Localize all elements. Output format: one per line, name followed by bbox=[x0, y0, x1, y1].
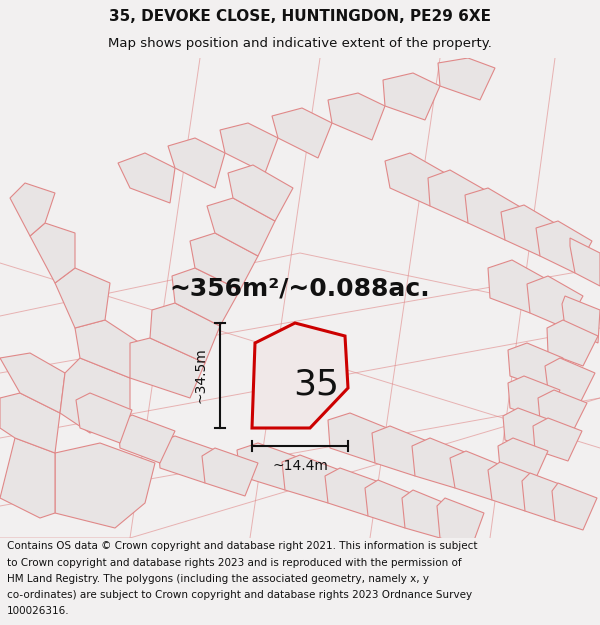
Polygon shape bbox=[158, 436, 218, 483]
Polygon shape bbox=[383, 73, 440, 120]
Polygon shape bbox=[237, 443, 300, 490]
Polygon shape bbox=[172, 268, 240, 326]
Polygon shape bbox=[570, 238, 600, 286]
Polygon shape bbox=[365, 480, 418, 528]
Polygon shape bbox=[385, 153, 445, 206]
Text: Contains OS data © Crown copyright and database right 2021. This information is : Contains OS data © Crown copyright and d… bbox=[7, 541, 478, 551]
Polygon shape bbox=[118, 415, 175, 463]
Polygon shape bbox=[488, 462, 542, 511]
Polygon shape bbox=[328, 93, 385, 140]
Polygon shape bbox=[325, 468, 382, 516]
Text: ~14.4m: ~14.4m bbox=[272, 459, 328, 473]
Polygon shape bbox=[118, 153, 175, 203]
Polygon shape bbox=[437, 498, 484, 546]
Polygon shape bbox=[498, 438, 548, 480]
Text: 100026316.: 100026316. bbox=[7, 606, 70, 616]
Polygon shape bbox=[0, 353, 65, 413]
Polygon shape bbox=[150, 303, 220, 363]
Polygon shape bbox=[168, 138, 225, 188]
Polygon shape bbox=[438, 58, 495, 100]
Polygon shape bbox=[76, 393, 132, 443]
Polygon shape bbox=[0, 438, 55, 518]
Polygon shape bbox=[10, 183, 55, 236]
Polygon shape bbox=[533, 418, 582, 461]
Polygon shape bbox=[207, 198, 275, 256]
Polygon shape bbox=[282, 455, 342, 503]
Polygon shape bbox=[30, 223, 75, 283]
Polygon shape bbox=[75, 320, 140, 378]
Polygon shape bbox=[552, 483, 597, 530]
Polygon shape bbox=[328, 413, 392, 463]
Polygon shape bbox=[55, 443, 155, 528]
Polygon shape bbox=[501, 205, 558, 256]
Polygon shape bbox=[202, 448, 258, 496]
Polygon shape bbox=[465, 188, 522, 240]
Polygon shape bbox=[545, 358, 595, 403]
Polygon shape bbox=[538, 390, 587, 433]
Text: Map shows position and indicative extent of the property.: Map shows position and indicative extent… bbox=[108, 37, 492, 50]
Polygon shape bbox=[547, 320, 598, 366]
Polygon shape bbox=[503, 408, 553, 451]
Polygon shape bbox=[228, 165, 293, 221]
Polygon shape bbox=[372, 426, 432, 476]
Polygon shape bbox=[450, 451, 508, 500]
Polygon shape bbox=[0, 393, 60, 453]
Text: 35: 35 bbox=[293, 368, 339, 401]
Polygon shape bbox=[252, 323, 348, 428]
Text: co-ordinates) are subject to Crown copyright and database rights 2023 Ordnance S: co-ordinates) are subject to Crown copyr… bbox=[7, 590, 472, 600]
Polygon shape bbox=[402, 490, 452, 538]
Polygon shape bbox=[220, 123, 278, 173]
Text: 35, DEVOKE CLOSE, HUNTINGDON, PE29 6XE: 35, DEVOKE CLOSE, HUNTINGDON, PE29 6XE bbox=[109, 9, 491, 24]
Polygon shape bbox=[428, 170, 485, 223]
Polygon shape bbox=[55, 268, 110, 328]
Polygon shape bbox=[508, 343, 563, 390]
Polygon shape bbox=[522, 473, 570, 521]
Polygon shape bbox=[272, 108, 332, 158]
Text: ~34.5m: ~34.5m bbox=[193, 348, 207, 403]
Polygon shape bbox=[508, 376, 560, 420]
Text: to Crown copyright and database rights 2023 and is reproduced with the permissio: to Crown copyright and database rights 2… bbox=[7, 558, 462, 568]
Polygon shape bbox=[536, 221, 592, 273]
Polygon shape bbox=[562, 296, 600, 343]
Polygon shape bbox=[60, 358, 130, 433]
Text: ~356m²/~0.088ac.: ~356m²/~0.088ac. bbox=[170, 276, 430, 300]
Polygon shape bbox=[488, 260, 548, 313]
Polygon shape bbox=[190, 233, 258, 290]
Polygon shape bbox=[527, 276, 583, 328]
Polygon shape bbox=[412, 438, 472, 488]
Text: HM Land Registry. The polygons (including the associated geometry, namely x, y: HM Land Registry. The polygons (includin… bbox=[7, 574, 429, 584]
Polygon shape bbox=[130, 338, 205, 398]
